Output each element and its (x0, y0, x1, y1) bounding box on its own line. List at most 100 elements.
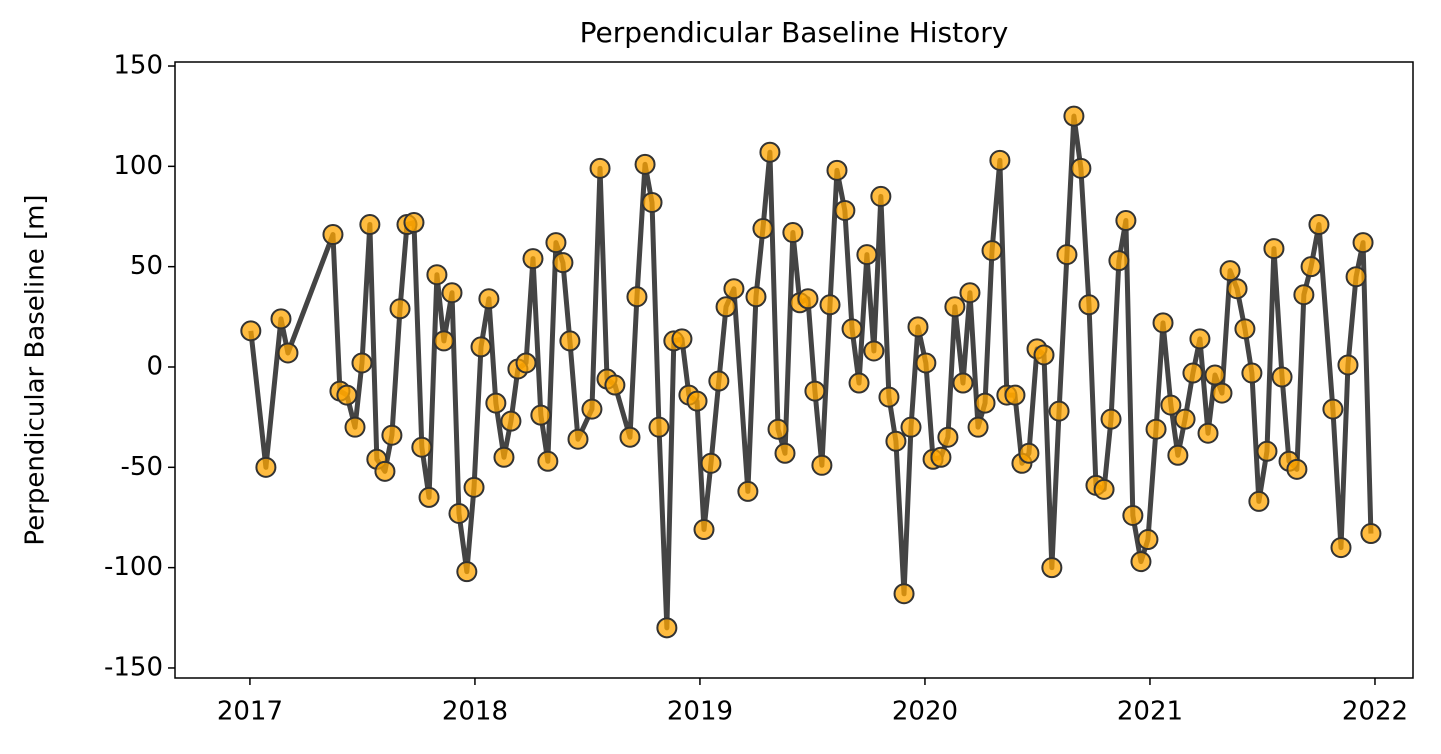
x-tick-label: 2022 (1342, 697, 1408, 727)
data-point (959, 282, 981, 304)
data-point (255, 456, 277, 478)
data-point (1100, 408, 1122, 430)
x-tick-label: 2017 (217, 697, 283, 727)
data-point (1271, 366, 1293, 388)
y-tick-label: 50 (130, 251, 163, 281)
data-point (915, 352, 937, 374)
data-point (937, 426, 959, 448)
x-tick-label: 2018 (442, 697, 508, 727)
data-point (700, 452, 722, 474)
data-point (826, 159, 848, 181)
data-point (1204, 364, 1226, 386)
data-point (545, 232, 567, 254)
data-point (782, 222, 804, 244)
data-point (619, 426, 641, 448)
data-point (634, 153, 656, 175)
data-point (944, 296, 966, 318)
data-point (537, 450, 559, 472)
data-point (1122, 504, 1144, 526)
data-point (1145, 418, 1167, 440)
data-point (411, 436, 433, 458)
data-point (804, 380, 826, 402)
y-tick-label: -150 (104, 652, 163, 682)
plot-frame (174, 61, 1414, 679)
data-point (841, 318, 863, 340)
data-point (270, 308, 292, 330)
data-point (1241, 362, 1263, 384)
data-point (403, 212, 425, 234)
data-point (522, 248, 544, 270)
data-point (336, 384, 358, 406)
data-point (530, 404, 552, 426)
data-point (389, 298, 411, 320)
data-point (767, 418, 789, 440)
data-point (470, 336, 492, 358)
chart-title: Perpendicular Baseline History (580, 16, 1009, 49)
data-point (589, 157, 611, 179)
data-point (515, 352, 537, 374)
data-point (1256, 440, 1278, 462)
data-point (1063, 105, 1085, 127)
data-point (641, 191, 663, 213)
data-point (930, 446, 952, 468)
data-point (737, 480, 759, 502)
data-point (1093, 478, 1115, 500)
data-point (359, 214, 381, 236)
data-point (1248, 490, 1270, 512)
data-point (626, 286, 648, 308)
data-point (500, 410, 522, 432)
data-point (1286, 458, 1308, 480)
data-point (981, 240, 1003, 262)
data-point (456, 561, 478, 583)
data-point (863, 340, 885, 362)
data-point (448, 502, 470, 524)
data-point (1167, 444, 1189, 466)
data-point (1048, 400, 1070, 422)
data-point (1018, 442, 1040, 464)
data-point (723, 278, 745, 300)
y-tick-label: 150 (113, 51, 163, 81)
data-point (567, 428, 589, 450)
data-point (1189, 328, 1211, 350)
data-point (277, 342, 299, 364)
data-point (648, 416, 670, 438)
data-point (952, 372, 974, 394)
data-point (774, 442, 796, 464)
data-point (1345, 266, 1367, 288)
data-point (1130, 551, 1152, 573)
data-point (441, 282, 463, 304)
data-point (463, 476, 485, 498)
data-point (715, 296, 737, 318)
data-point (856, 244, 878, 266)
data-point (1056, 244, 1078, 266)
data-point (885, 430, 907, 452)
data-point (878, 386, 900, 408)
data-point (686, 390, 708, 412)
y-tick-label: 100 (113, 151, 163, 181)
data-point (374, 460, 396, 482)
y-tick-label: -50 (121, 452, 163, 482)
data-point (381, 424, 403, 446)
data-point (671, 328, 693, 350)
data-point (1182, 362, 1204, 384)
data-point (1308, 214, 1330, 236)
data-point (1137, 529, 1159, 551)
data-point (900, 416, 922, 438)
data-point (1330, 537, 1352, 559)
data-point (604, 374, 626, 396)
data-point (1360, 523, 1382, 545)
data-point (1322, 398, 1344, 420)
data-point (1070, 157, 1092, 179)
data-point (708, 370, 730, 392)
x-tick-label: 2020 (892, 697, 958, 727)
data-point (819, 294, 841, 316)
data-point (1041, 557, 1063, 579)
data-point (848, 372, 870, 394)
data-point (1337, 354, 1359, 376)
y-tick-label: -100 (104, 552, 163, 582)
data-point (1293, 284, 1315, 306)
data-point (1300, 256, 1322, 278)
data-point (870, 185, 892, 207)
data-point (1263, 238, 1285, 260)
